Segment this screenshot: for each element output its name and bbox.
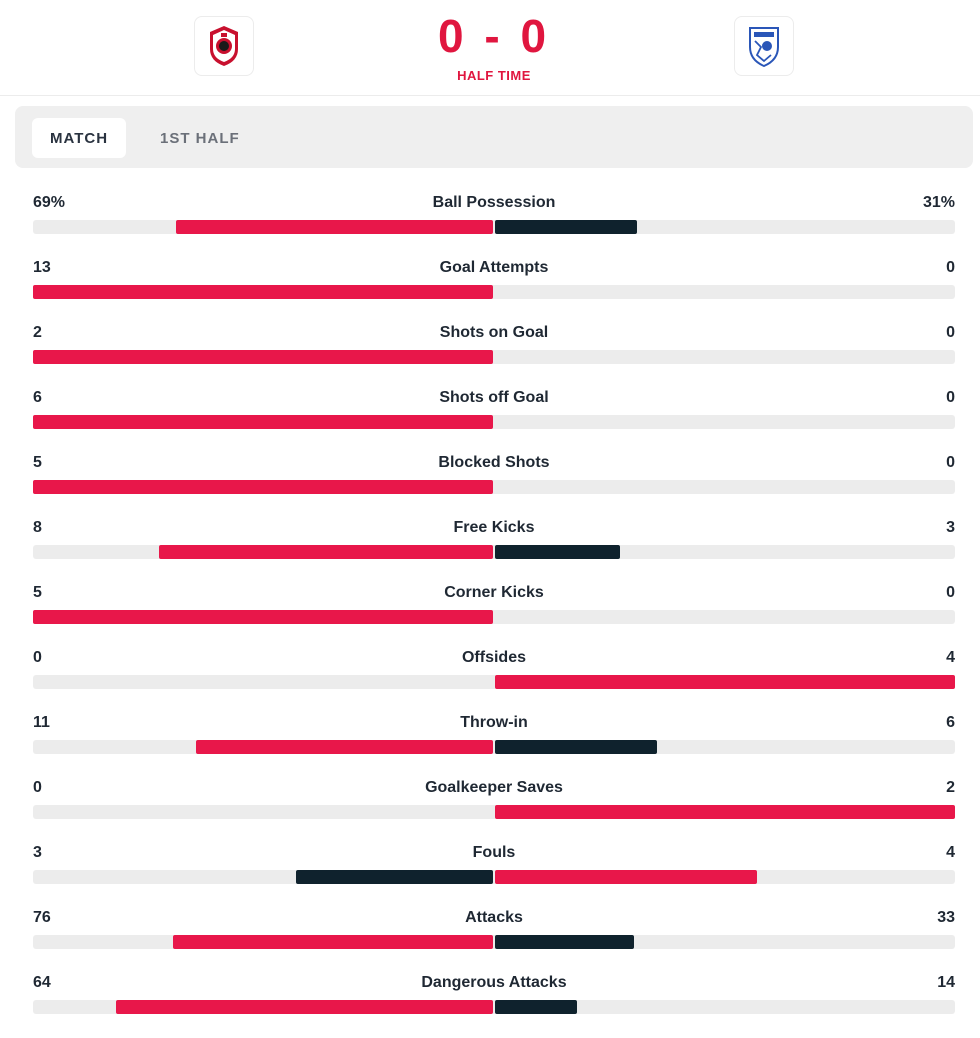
stat-bar-home bbox=[33, 480, 493, 494]
stat-bar-track bbox=[33, 675, 955, 689]
stat-away-value: 0 bbox=[946, 259, 955, 276]
stat-home-value: 6 bbox=[33, 389, 42, 406]
stat-label: Shots on Goal bbox=[439, 324, 549, 341]
stat-bar-away bbox=[495, 740, 657, 754]
stat-away-value: 0 bbox=[946, 584, 955, 601]
stat-bar-home bbox=[116, 1000, 493, 1014]
stat-label: Free Kicks bbox=[453, 519, 535, 536]
stat-row: 13 Goal Attempts 0 bbox=[0, 251, 980, 316]
stat-label: Corner Kicks bbox=[444, 584, 544, 601]
stat-home-value: 13 bbox=[33, 259, 51, 276]
stat-label: Blocked Shots bbox=[438, 454, 550, 471]
stat-home-value: 2 bbox=[33, 324, 42, 341]
stat-away-value: 4 bbox=[946, 649, 955, 666]
stat-row: 6 Shots off Goal 0 bbox=[0, 381, 980, 446]
stat-bar-track bbox=[33, 740, 955, 754]
home-team-logo[interactable] bbox=[194, 16, 254, 76]
stat-bar-track bbox=[33, 350, 955, 364]
period-tabs: MATCH 1ST HALF bbox=[15, 106, 973, 168]
stat-home-value: 69% bbox=[33, 194, 66, 211]
stat-home-value: 5 bbox=[33, 454, 42, 471]
stat-bar-away bbox=[495, 805, 955, 819]
stat-label: Dangerous Attacks bbox=[421, 974, 567, 991]
stat-home-value: 0 bbox=[33, 649, 42, 666]
stat-bar-track bbox=[33, 1000, 955, 1014]
stat-row: 69% Ball Possession 31% bbox=[0, 186, 980, 251]
stat-bar-track bbox=[33, 545, 955, 559]
stat-bar-home bbox=[33, 610, 493, 624]
stat-bar-track bbox=[33, 935, 955, 949]
stat-label: Shots off Goal bbox=[439, 389, 549, 406]
stat-bar-home bbox=[173, 935, 493, 949]
score-separator: - bbox=[484, 10, 504, 62]
stat-home-value: 5 bbox=[33, 584, 42, 601]
stat-row: 5 Corner Kicks 0 bbox=[0, 576, 980, 641]
stat-bar-away bbox=[495, 220, 637, 234]
stat-bar-home bbox=[33, 350, 493, 364]
stat-home-value: 8 bbox=[33, 519, 42, 536]
stat-bar-home bbox=[196, 740, 493, 754]
stat-label: Offsides bbox=[461, 649, 526, 666]
stat-label: Fouls bbox=[472, 844, 516, 861]
stat-row: 0 Offsides 4 bbox=[0, 641, 980, 706]
stat-bar-track bbox=[33, 870, 955, 884]
stat-away-value: 3 bbox=[946, 519, 955, 536]
stat-row: 2 Shots on Goal 0 bbox=[0, 316, 980, 381]
stat-bar-track bbox=[33, 285, 955, 299]
stat-bar-away bbox=[495, 1000, 577, 1014]
stat-away-value: 2 bbox=[946, 779, 955, 796]
home-score: 0 bbox=[437, 10, 468, 62]
stat-bar-away bbox=[495, 870, 757, 884]
stat-label: Ball Possession bbox=[432, 194, 556, 211]
stat-bar-away bbox=[495, 545, 620, 559]
stat-home-value: 3 bbox=[33, 844, 42, 861]
stat-label: Throw-in bbox=[460, 714, 528, 731]
stat-row: 64 Dangerous Attacks 14 bbox=[0, 966, 980, 1031]
stat-bar-track bbox=[33, 805, 955, 819]
stat-bar-home bbox=[33, 285, 493, 299]
stat-row: 5 Blocked Shots 0 bbox=[0, 446, 980, 511]
match-header: 0 - 0 HALF TIME bbox=[0, 0, 980, 96]
tab-match[interactable]: MATCH bbox=[32, 118, 127, 158]
away-team-logo[interactable] bbox=[734, 16, 794, 76]
stat-away-value: 0 bbox=[946, 454, 955, 471]
stat-away-value: 33 bbox=[937, 909, 955, 926]
stat-home-value: 0 bbox=[33, 779, 42, 796]
stat-row: 8 Free Kicks 3 bbox=[0, 511, 980, 576]
stat-bar-track bbox=[33, 480, 955, 494]
stat-bar-track bbox=[33, 415, 955, 429]
stat-bar-home bbox=[176, 220, 493, 234]
stat-home-value: 76 bbox=[33, 909, 51, 926]
stat-bar-track bbox=[33, 220, 955, 234]
stat-bar-home bbox=[33, 415, 493, 429]
stat-label: Attacks bbox=[465, 909, 523, 926]
stat-away-value: 0 bbox=[946, 324, 955, 341]
stat-away-value: 4 bbox=[946, 844, 955, 861]
score-display: 0 - 0 bbox=[0, 8, 980, 64]
stat-row: 11 Throw-in 6 bbox=[0, 706, 980, 771]
stat-row: 3 Fouls 4 bbox=[0, 836, 980, 901]
stat-away-value: 0 bbox=[946, 389, 955, 406]
stat-bar-home bbox=[296, 870, 493, 884]
stat-row: 0 Goalkeeper Saves 2 bbox=[0, 771, 980, 836]
stat-away-value: 14 bbox=[937, 974, 955, 991]
stat-bar-away bbox=[495, 675, 955, 689]
stat-bar-track bbox=[33, 610, 955, 624]
tab-1st-half[interactable]: 1ST HALF bbox=[160, 129, 240, 147]
stat-bar-away bbox=[495, 935, 634, 949]
match-status: HALF TIME bbox=[457, 68, 531, 83]
stat-away-value: 31% bbox=[922, 194, 955, 211]
stat-away-value: 6 bbox=[946, 714, 955, 731]
away-score: 0 bbox=[520, 10, 551, 62]
stat-row: 76 Attacks 33 bbox=[0, 901, 980, 966]
stat-label: Goalkeeper Saves bbox=[425, 779, 563, 796]
stat-home-value: 64 bbox=[33, 974, 51, 991]
drita-crest-icon bbox=[749, 27, 779, 67]
stat-bar-home bbox=[159, 545, 493, 559]
stat-home-value: 11 bbox=[33, 714, 50, 731]
stat-label: Goal Attempts bbox=[439, 259, 549, 276]
royal-antwerp-crest-icon bbox=[210, 26, 238, 66]
